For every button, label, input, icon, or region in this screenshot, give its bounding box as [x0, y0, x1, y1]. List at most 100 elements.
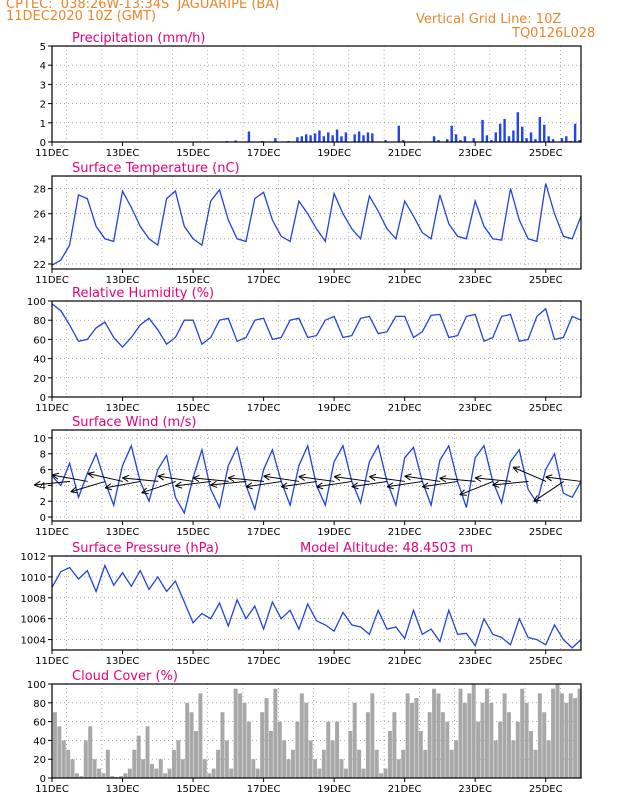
precip-bar	[397, 125, 401, 142]
precip-bar	[498, 123, 502, 142]
cloud-title: Cloud Cover (%)	[72, 669, 178, 684]
precip-bar	[512, 130, 515, 142]
wind-arrow-shaft	[157, 475, 194, 482]
precip-ytick-label: 4	[40, 61, 46, 72]
wind-arrow	[122, 474, 159, 482]
wind-arrow-head	[210, 484, 218, 488]
cloud-ytick-label: 60	[33, 718, 46, 729]
precip-bar	[534, 139, 537, 142]
cloud-bar	[127, 768, 132, 778]
cloud-bar	[507, 712, 511, 778]
pressure-ytick-label: 1006	[21, 615, 46, 626]
precip-bar	[463, 136, 467, 142]
precip-bar	[459, 140, 462, 142]
wind-arrow-head	[34, 484, 41, 488]
cloud-bar	[220, 712, 225, 778]
pressure-series-line	[51, 563, 582, 649]
precip-bar	[547, 136, 550, 142]
header-run-id: TQ0126L028	[512, 26, 596, 41]
wind-arrow-head	[280, 482, 288, 488]
precip-bar	[525, 138, 528, 142]
wind-xtick-label: 21DEC	[388, 527, 422, 538]
temperature-xtick-label: 13DEC	[106, 275, 140, 286]
wind-title: Surface Wind (m/s)	[72, 415, 196, 430]
wind-arrow-head	[104, 483, 112, 489]
wind-xtick-label: 15DEC	[176, 527, 210, 538]
cloud-bar	[489, 702, 494, 778]
cloud-bar	[185, 702, 190, 778]
precip-bar	[353, 134, 356, 142]
cloud-bar	[211, 768, 216, 778]
precip-bar	[362, 135, 365, 142]
temperature-xtick-label: 19DEC	[317, 275, 351, 286]
cloud-xtick-label: 21DEC	[388, 784, 422, 795]
temperature-panel: 22 24 26 28 11DEC 13DEC 15DEC 17DEC 19DEC 21DEC 23…	[33, 161, 582, 286]
temperature-xtick-label: 11DEC	[35, 275, 69, 286]
precip-bar	[300, 136, 304, 142]
cloud-bar	[392, 712, 397, 778]
cloud-bar	[423, 749, 428, 778]
cloud-bar	[405, 693, 410, 778]
precip-bar	[327, 132, 330, 142]
wind-arrow-head	[333, 476, 341, 481]
cloud-bar	[110, 776, 115, 778]
wind-arrow-head	[122, 474, 130, 479]
cloud-bar	[387, 731, 392, 778]
wind-arrow-head	[351, 486, 359, 490]
precip-bar	[366, 132, 370, 142]
wind-arrow-shaft	[228, 477, 265, 482]
precip-ytick-label: 1	[40, 119, 46, 130]
precip-frame	[51, 45, 582, 143]
cloud-bar	[352, 702, 357, 778]
cloud-bar	[515, 721, 520, 778]
pressure-frame	[51, 555, 582, 651]
wind-arrow-head	[333, 473, 341, 478]
wind-arrow-head	[351, 482, 358, 488]
pressure-xtick-label: 17DEC	[247, 656, 281, 667]
cloud-bar	[524, 702, 529, 778]
wind-arrow-shaft	[105, 480, 141, 489]
cloud-bar	[317, 768, 322, 778]
wind-arrow	[333, 473, 370, 482]
cloud-bar	[180, 759, 185, 778]
precip-panel: 0 1 2 3 4 5 11DEC 13DEC 15DEC 17DEC 19DEC 21DEC 23DE…	[35, 31, 582, 159]
wind-arrow-head	[422, 486, 430, 490]
cloud-bar	[277, 721, 282, 778]
humidity-panel: 0 20 40 60 80 100 11DEC 13DEC 15DEC 17DEC 19DEC 21D…	[27, 286, 582, 414]
wind-arrow-shaft	[422, 480, 459, 488]
pressure-xtick-label: 15DEC	[176, 656, 210, 667]
precip-bar	[384, 140, 387, 142]
precip-bar	[335, 129, 339, 142]
temperature-ytick-label: 26	[33, 210, 46, 221]
humidity-ytick-label: 40	[33, 355, 46, 366]
cloud-bar	[255, 768, 260, 778]
wind-xtick-label: 11DEC	[35, 527, 69, 538]
precip-xtick-label: 19DEC	[317, 148, 351, 159]
precip-bar	[318, 130, 321, 142]
cloud-bar	[242, 702, 247, 778]
wind-ytick-label: 8	[40, 450, 46, 461]
wind-ytick-label: 4	[40, 481, 46, 492]
wind-arrow-head	[192, 474, 200, 479]
pressure-ytick-label: 1010	[21, 573, 46, 584]
pressure-title: Surface Pressure (hPa)	[72, 541, 219, 556]
wind-arrow-shaft	[70, 480, 106, 493]
cloud-bar	[149, 763, 154, 778]
wind-arrow-head	[369, 476, 376, 481]
wind-arrow-head	[192, 477, 200, 482]
precip-bar	[450, 125, 453, 142]
wind-arrow	[87, 471, 124, 482]
wind-arrow	[210, 480, 247, 488]
cloud-bar	[458, 688, 463, 778]
cloud-bar	[291, 749, 295, 778]
wind-arrow	[227, 474, 265, 482]
temperature-xtick-label: 21DEC	[388, 275, 422, 286]
wind-arrow-head	[51, 474, 59, 480]
cloud-xtick-label: 23DEC	[458, 784, 492, 795]
humidity-xtick-label: 25DEC	[529, 403, 563, 414]
cloud-ytick-label: 20	[33, 755, 46, 766]
cloud-bar	[97, 768, 102, 778]
precip-xtick-label: 21DEC	[388, 148, 422, 159]
humidity-ytick-label: 0	[40, 393, 46, 404]
precip-xtick-label: 11DEC	[35, 148, 69, 159]
